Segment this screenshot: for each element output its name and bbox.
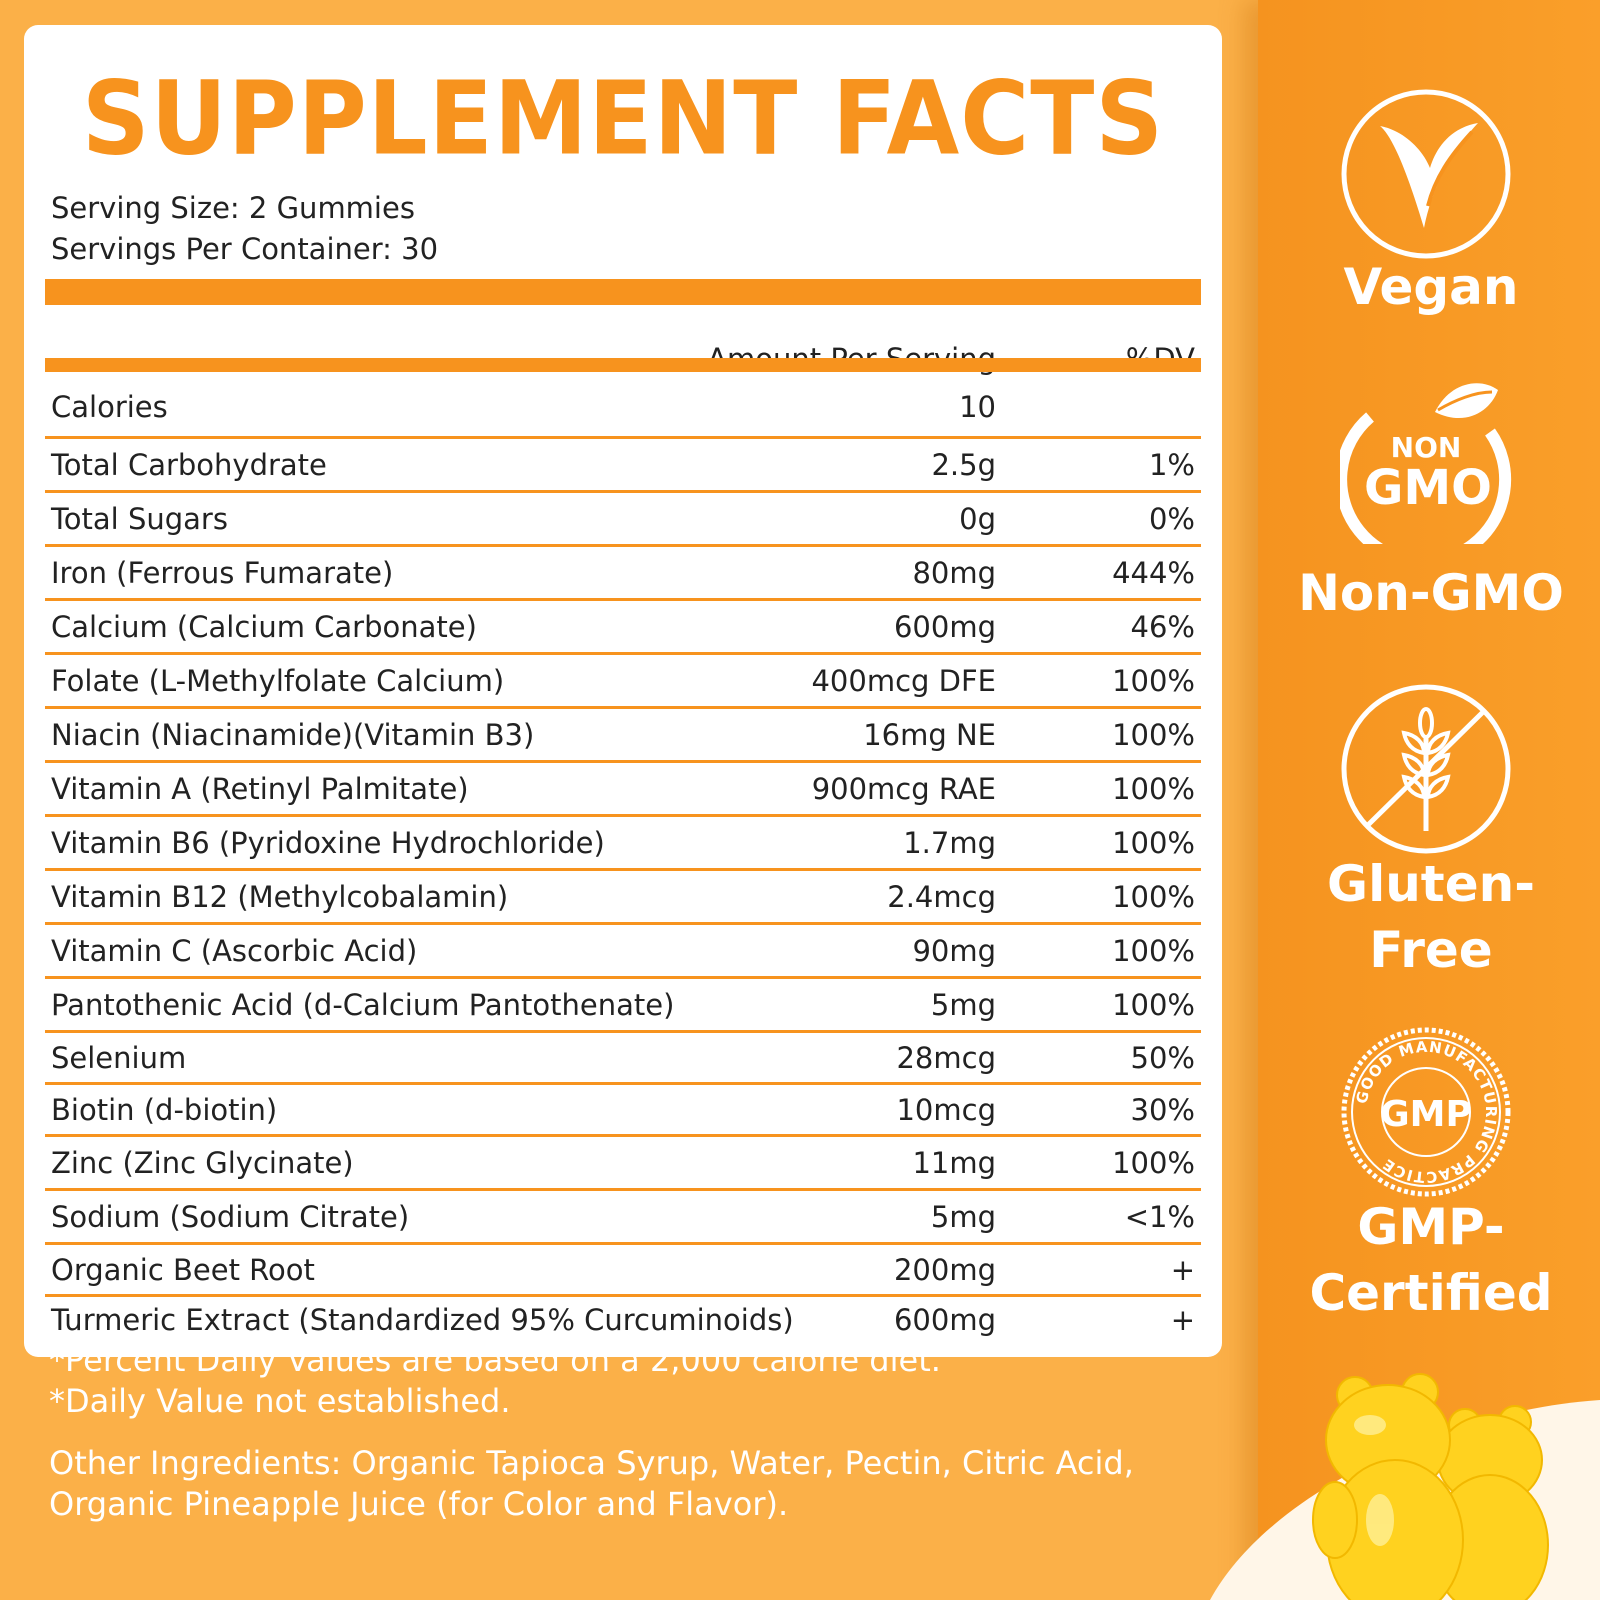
table-row: Calories 10 bbox=[45, 377, 1201, 439]
nutrient-dv: 100% bbox=[1112, 717, 1195, 752]
nutrient-dv: 100% bbox=[1112, 933, 1195, 968]
nutrient-amount: 90mg bbox=[912, 933, 996, 968]
servings-per-container: Servings Per Container: 30 bbox=[51, 232, 439, 266]
table-row: Vitamin B6 (Pyridoxine Hydrochloride) 1.7… bbox=[45, 817, 1201, 871]
nutrient-amount: 900mcg RAE bbox=[811, 771, 996, 806]
nutrient-name: Total Carbohydrate bbox=[51, 447, 327, 482]
table-row: Folate (L-Methylfolate Calcium) 400mcg DF… bbox=[45, 655, 1201, 709]
table-row: Niacin (Niacinamide)(Vitamin B3) 16mg NE 1… bbox=[45, 709, 1201, 763]
nutrient-name: Vitamin B6 (Pyridoxine Hydrochloride) bbox=[51, 825, 605, 860]
nutrient-amount: 2.4mcg bbox=[887, 879, 996, 914]
supplement-facts-panel: SUPPLEMENT FACTS Serving Size: 2 Gummies… bbox=[24, 25, 1222, 1357]
non-gmo-label: Non-GMO bbox=[1298, 564, 1564, 622]
table-row: Zinc (Zinc Glycinate) 11mg 100% bbox=[45, 1137, 1201, 1191]
table-row: Iron (Ferrous Fumarate) 80mg 444% bbox=[45, 547, 1201, 601]
nutrient-amount: 10mcg bbox=[896, 1092, 996, 1127]
nutrient-name: Vitamin B12 (Methylcobalamin) bbox=[51, 879, 509, 914]
table-row: Pantothenic Acid (d-Calcium Pantothenate… bbox=[45, 979, 1201, 1033]
serving-size: Serving Size: 2 Gummies bbox=[51, 191, 415, 225]
non-gmo-icon-top-text: NON bbox=[1391, 431, 1462, 464]
nutrient-dv: 100% bbox=[1112, 771, 1195, 806]
page-title: SUPPLEMENT FACTS bbox=[81, 60, 1165, 179]
footnote-not-established: *Daily Value not established. bbox=[49, 1382, 511, 1420]
nutrient-amount: 2.5g bbox=[931, 447, 996, 482]
nutrient-amount: 80mg bbox=[912, 555, 996, 590]
footnote-daily-values: *Percent Daily Values are based on a 2,0… bbox=[49, 1341, 941, 1379]
table-row: Organic Beet Root 200mg + bbox=[45, 1245, 1201, 1297]
table-row: Selenium 28mcg 50% bbox=[45, 1033, 1201, 1085]
nutrient-name: Zinc (Zinc Glycinate) bbox=[51, 1145, 354, 1180]
nutrient-name: Sodium (Sodium Citrate) bbox=[51, 1199, 410, 1234]
table-row: Sodium (Sodium Citrate) 5mg <1% bbox=[45, 1191, 1201, 1245]
badge-panel bbox=[1258, 0, 1600, 1600]
nutrient-amount: 400mcg DFE bbox=[811, 663, 996, 698]
nutrient-dv: 100% bbox=[1112, 987, 1195, 1022]
gluten-free-label-line1: Gluten- bbox=[1327, 855, 1535, 913]
nutrient-dv: 30% bbox=[1130, 1092, 1195, 1127]
nutrient-name: Turmeric Extract (Standardized 95% Curcu… bbox=[51, 1302, 794, 1337]
nutrient-dv: 1% bbox=[1148, 447, 1195, 482]
nutrient-name: Vitamin A (Retinyl Palmitate) bbox=[51, 771, 469, 806]
nutrient-amount: 1.7mg bbox=[903, 825, 996, 860]
nutrient-amount: 600mg bbox=[893, 609, 996, 644]
header-divider bbox=[45, 358, 1201, 372]
non-gmo-icon-main-text: GMO bbox=[1364, 460, 1492, 516]
table-row: Turmeric Extract (Standardized 95% Curcu… bbox=[45, 1297, 1201, 1342]
nutrient-name: Niacin (Niacinamide)(Vitamin B3) bbox=[51, 717, 535, 752]
table-row: Vitamin C (Ascorbic Acid) 90mg 100% bbox=[45, 925, 1201, 979]
nutrient-name: Iron (Ferrous Fumarate) bbox=[51, 555, 394, 590]
nutrient-amount: 11mg bbox=[912, 1145, 996, 1180]
table-row: Vitamin A (Retinyl Palmitate) 900mcg RAE 1… bbox=[45, 763, 1201, 817]
nutrient-dv: 100% bbox=[1112, 825, 1195, 860]
table-row: Total Sugars 0g 0% bbox=[45, 493, 1201, 547]
nutrient-name: Organic Beet Root bbox=[51, 1252, 315, 1287]
nutrient-amount: 600mg bbox=[893, 1302, 996, 1337]
gluten-free-label-line2: Free bbox=[1369, 921, 1493, 979]
vegan-label: Vegan bbox=[1343, 258, 1519, 316]
nutrient-name: Calories bbox=[51, 389, 168, 424]
nutrient-dv: 100% bbox=[1112, 879, 1195, 914]
nutrient-dv: 50% bbox=[1130, 1040, 1195, 1075]
nutrient-dv: + bbox=[1170, 1252, 1195, 1287]
gummy-bear-icon bbox=[1210, 1373, 1600, 1600]
nutrient-amount: 16mg NE bbox=[863, 717, 996, 752]
nutrient-amount: 0g bbox=[959, 501, 996, 536]
other-ingredients-line1: Other Ingredients: Organic Tapioca Syrup… bbox=[49, 1444, 1134, 1482]
gmp-center-text: GMP bbox=[1380, 1094, 1472, 1135]
nutrient-dv: 100% bbox=[1112, 1145, 1195, 1180]
table-row: Total Carbohydrate 2.5g 1% bbox=[45, 439, 1201, 493]
nutrient-dv: 0% bbox=[1148, 501, 1195, 536]
gmp-label-line1: GMP- bbox=[1357, 1198, 1505, 1256]
nutrient-dv: <1% bbox=[1124, 1199, 1195, 1234]
nutrient-dv: + bbox=[1170, 1302, 1195, 1337]
vegan-leaf-icon bbox=[1341, 89, 1511, 259]
gluten-free-wheat-icon bbox=[1341, 684, 1511, 854]
nutrient-amount: 28mcg bbox=[896, 1040, 996, 1075]
nutrient-name: Folate (L-Methylfolate Calcium) bbox=[51, 663, 505, 698]
nutrient-amount: 10 bbox=[959, 389, 996, 424]
nutrient-name: Pantothenic Acid (d-Calcium Pantothenate… bbox=[51, 987, 675, 1022]
other-ingredients-line2: Organic Pineapple Juice (for Color and F… bbox=[49, 1485, 789, 1523]
nutrient-name: Vitamin C (Ascorbic Acid) bbox=[51, 933, 418, 968]
nutrient-name: Selenium bbox=[51, 1040, 187, 1075]
table-row: Calcium (Calcium Carbonate) 600mg 46% bbox=[45, 601, 1201, 655]
nutrient-amount: 5mg bbox=[930, 1199, 996, 1234]
nutrient-amount: 200mg bbox=[893, 1252, 996, 1287]
nutrient-dv: 46% bbox=[1130, 609, 1195, 644]
nutrient-name: Calcium (Calcium Carbonate) bbox=[51, 609, 477, 644]
nutrient-dv: 100% bbox=[1112, 663, 1195, 698]
gmp-seal-icon: GOOD MANUFACTURING PRACTICE GMP bbox=[1341, 1027, 1511, 1197]
table-row: Biotin (d-biotin) 10mcg 30% bbox=[45, 1085, 1201, 1137]
nutrient-dv: 444% bbox=[1112, 555, 1195, 590]
nutrient-amount: 5mg bbox=[930, 987, 996, 1022]
thick-divider bbox=[45, 279, 1201, 305]
gmp-label-line2: Certified bbox=[1309, 1264, 1553, 1322]
nutrient-name: Biotin (d-biotin) bbox=[51, 1092, 278, 1127]
nutrient-name: Total Sugars bbox=[51, 501, 228, 536]
non-gmo-icon: NON GMO bbox=[1340, 383, 1512, 544]
table-row: Vitamin B12 (Methylcobalamin) 2.4mcg 100% bbox=[45, 871, 1201, 925]
